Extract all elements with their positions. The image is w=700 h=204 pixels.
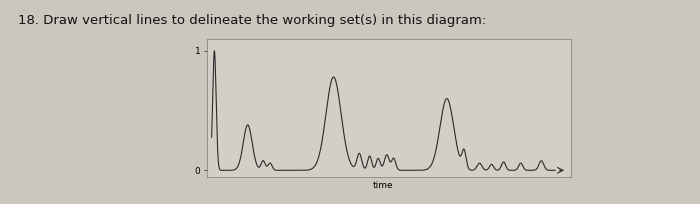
Text: 18. Draw vertical lines to delineate the working set(s) in this diagram:: 18. Draw vertical lines to delineate the…: [18, 14, 486, 27]
Text: time: time: [373, 181, 393, 190]
